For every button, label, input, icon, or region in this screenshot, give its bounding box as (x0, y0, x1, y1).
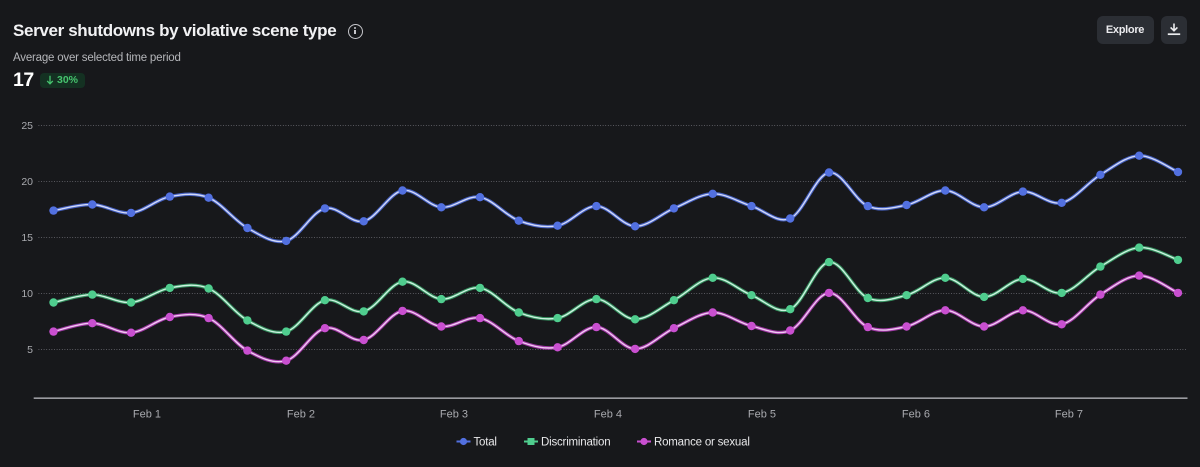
svg-text:Feb 6: Feb 6 (902, 409, 930, 421)
svg-text:10: 10 (21, 288, 33, 300)
svg-text:Total: Total (474, 437, 497, 449)
svg-text:Romance or sexual: Romance or sexual (654, 437, 750, 449)
svg-text:15: 15 (21, 232, 33, 244)
svg-text:Feb 3: Feb 3 (440, 409, 468, 421)
svg-text:5: 5 (27, 344, 33, 356)
svg-text:20: 20 (21, 176, 33, 188)
svg-text:Feb 5: Feb 5 (748, 409, 776, 421)
svg-text:Feb 2: Feb 2 (287, 409, 315, 421)
svg-text:Discrimination: Discrimination (541, 437, 610, 449)
svg-text:25: 25 (21, 120, 33, 132)
svg-text:Feb 1: Feb 1 (133, 409, 161, 421)
svg-text:Feb 4: Feb 4 (594, 409, 622, 421)
svg-text:Feb 7: Feb 7 (1055, 409, 1083, 421)
